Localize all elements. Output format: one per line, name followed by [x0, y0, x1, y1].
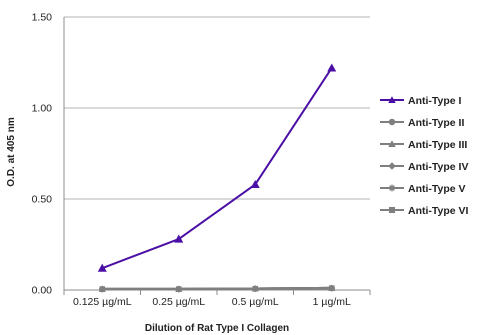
legend-label: Anti-Type V: [408, 183, 466, 195]
data-point: [327, 63, 337, 72]
legend-label: Anti-Type I: [408, 95, 462, 107]
y-tick-label: 0.50: [32, 194, 53, 206]
axes: [63, 17, 371, 295]
y-tick-labels: 0.00 0.50 1.00 1.50: [32, 12, 53, 297]
series-line-1: [101, 67, 333, 270]
data-point: [175, 286, 182, 293]
x-axis-title: Dilution of Rat Type I Collagen: [145, 323, 289, 334]
series-line-2: [102, 286, 332, 291]
legend-marker: [388, 140, 396, 148]
legend-marker: [388, 96, 396, 104]
y-tick-label: 1.50: [32, 12, 53, 24]
data-point: [252, 285, 259, 292]
legend-label: Anti-Type IV: [408, 161, 468, 173]
y-tick-label: 1.00: [32, 103, 53, 115]
data-point: [174, 234, 184, 243]
data-point: [328, 285, 335, 292]
x-tick-label: 0.125 µg/mL: [73, 296, 132, 308]
x-tick-label: 0.5 µg/mL: [232, 296, 279, 308]
data-point: [97, 263, 107, 272]
data-point: [250, 179, 260, 189]
legend-marker: [388, 118, 396, 126]
x-tick-label: 0.25 µg/mL: [152, 296, 205, 308]
x-tick-label: 1 µg/mL: [313, 296, 351, 308]
y-axis-title: O.D. at 405 nm: [6, 117, 17, 187]
legend-label: Anti-Type III: [408, 139, 467, 151]
legend-marker: [388, 162, 396, 170]
data-point: [99, 286, 106, 293]
legend-label: Anti-Type VI: [408, 205, 469, 217]
y-tick-label: 0.00: [32, 285, 53, 297]
x-tick-labels: 0.125 µg/mL 0.25 µg/mL 0.5 µg/mL 1 µg/mL: [73, 296, 351, 308]
legend-marker: [388, 206, 396, 214]
gridlines: [64, 16, 370, 200]
legend-label: Anti-Type II: [408, 117, 464, 129]
star-stroke: [389, 185, 395, 191]
legend-marker: [388, 184, 396, 192]
series-group: [97, 63, 337, 293]
legend: Anti-Type I Anti-Type II Anti-Type III Anti…: [380, 95, 469, 217]
